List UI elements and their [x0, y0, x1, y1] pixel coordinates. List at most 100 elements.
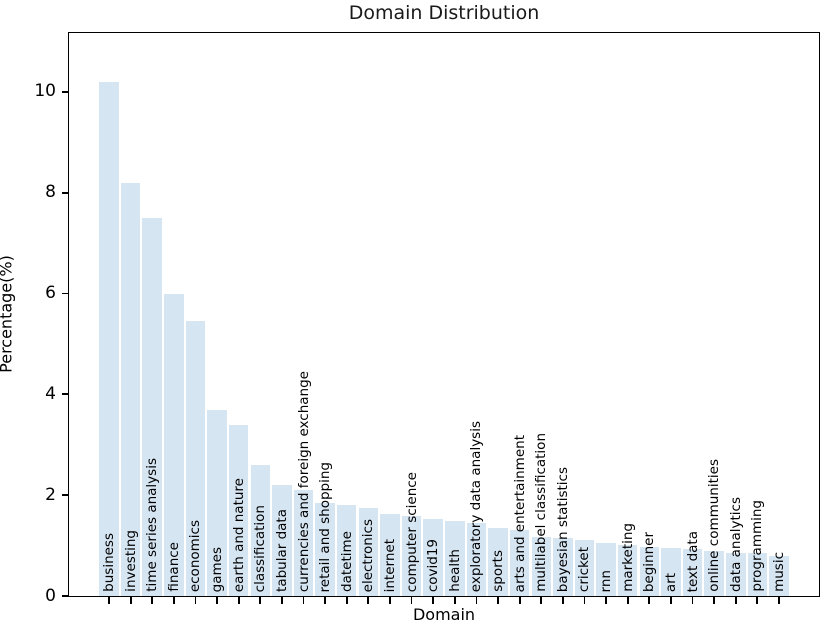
- bar-label: beginner: [641, 531, 658, 592]
- bar-label: text data: [684, 530, 701, 592]
- bar: [185, 321, 206, 596]
- x-tick: [497, 597, 499, 604]
- y-tick-label: 4: [45, 383, 56, 404]
- bar: [401, 516, 422, 596]
- bar: [250, 464, 271, 596]
- x-tick: [734, 597, 737, 604]
- bar: [682, 549, 703, 596]
- x-tick: [237, 597, 240, 604]
- y-tick-label: 6: [45, 283, 56, 304]
- bar-label: health: [446, 549, 463, 592]
- bar-label: games: [209, 546, 226, 592]
- bar-label: data analytics: [727, 496, 744, 592]
- x-tick: [216, 597, 218, 604]
- x-axis-label: Domain: [412, 605, 476, 624]
- x-tick: [302, 597, 305, 604]
- x-tick: [670, 597, 672, 604]
- x-tick: [713, 597, 716, 604]
- bar-label: exploratory data analysis: [468, 420, 485, 592]
- bar: [315, 502, 335, 596]
- bar-label: internet: [381, 538, 398, 592]
- bar: [747, 553, 768, 596]
- y-tick: [62, 393, 69, 396]
- bar: [228, 424, 249, 596]
- y-tick: [62, 191, 69, 194]
- bar: [617, 544, 638, 596]
- bar: [207, 409, 227, 596]
- bar-label: cricket: [576, 546, 593, 592]
- y-tick-label: 2: [45, 484, 56, 505]
- bar-label: investing: [122, 530, 139, 592]
- x-tick: [194, 597, 197, 604]
- x-tick: [172, 597, 175, 604]
- bar: [574, 539, 595, 596]
- bar: [553, 538, 573, 596]
- bar-label: datetime: [338, 531, 355, 592]
- plot-area: business investing time series analysis fin…: [68, 32, 820, 597]
- x-tick: [561, 597, 564, 604]
- x-tick: [475, 597, 478, 604]
- y-axis-label: Percentage(%): [0, 255, 16, 373]
- x-tick: [583, 597, 586, 604]
- bar: [99, 81, 119, 596]
- bar: [272, 485, 292, 596]
- bar-label: time series analysis: [144, 458, 161, 592]
- y-tick: [62, 91, 69, 93]
- bar-label: marketing: [619, 523, 636, 592]
- bar: [704, 550, 724, 596]
- bar-label: music: [771, 552, 787, 592]
- bar-label: arts and entertainment: [511, 434, 528, 592]
- x-tick: [151, 597, 154, 604]
- x-tick: [453, 597, 456, 604]
- y-tick-label: 10: [34, 81, 56, 102]
- bar-label: bayesian statistics: [554, 466, 571, 592]
- bar: [488, 527, 508, 596]
- bar-label: online communities: [706, 459, 723, 592]
- x-tick: [345, 597, 348, 604]
- x-tick: [281, 597, 283, 604]
- bar-label: currencies and foreign exchange: [295, 370, 312, 592]
- bar: [596, 543, 616, 596]
- bar-label: programming: [749, 500, 766, 592]
- x-tick: [432, 597, 435, 604]
- y-tick-label: 0: [45, 585, 56, 606]
- x-tick: [626, 597, 629, 604]
- bar-label: sports: [490, 550, 507, 592]
- bar-label: business: [101, 533, 117, 592]
- x-tick: [367, 597, 370, 604]
- bar: [336, 505, 357, 596]
- x-tick: [324, 597, 327, 604]
- bar-label: earth and nature: [230, 477, 247, 592]
- bar: [661, 548, 681, 596]
- bar: [293, 490, 314, 596]
- x-tick: [756, 597, 759, 604]
- x-tick: [129, 597, 132, 604]
- bar-label: finance: [165, 542, 182, 592]
- chart-title: Domain Distribution: [348, 2, 540, 24]
- bar-label: tabular data: [273, 509, 290, 592]
- bar: [423, 519, 443, 596]
- bar: [726, 553, 746, 596]
- bar: [509, 530, 530, 596]
- bar: [120, 182, 141, 596]
- bar: [466, 522, 487, 596]
- bar-label: electronics: [360, 518, 377, 592]
- y-tick: [62, 494, 69, 497]
- bar-label: rnn: [598, 569, 615, 592]
- x-tick: [540, 597, 543, 604]
- x-tick: [605, 597, 607, 604]
- x-tick: [691, 597, 694, 604]
- bar: [445, 521, 465, 596]
- bar-label: multilabel classification: [533, 433, 550, 592]
- bar-label: art: [662, 572, 679, 592]
- y-tick: [62, 292, 69, 295]
- bar: [531, 536, 551, 596]
- x-tick: [108, 597, 110, 604]
- x-tick: [389, 597, 391, 604]
- bar: [769, 555, 789, 596]
- bar-label: economics: [187, 519, 204, 592]
- x-tick: [648, 597, 651, 604]
- y-tick-label: 8: [45, 182, 56, 203]
- bar: [358, 507, 379, 596]
